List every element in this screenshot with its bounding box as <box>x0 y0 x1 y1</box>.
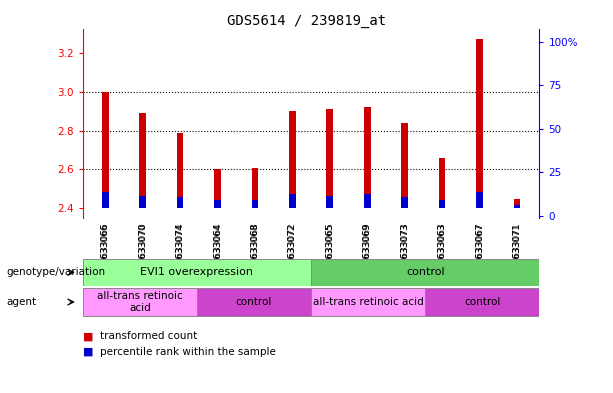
Text: GSM1633070: GSM1633070 <box>138 222 147 283</box>
Text: GSM1633072: GSM1633072 <box>288 222 297 283</box>
Text: transformed count: transformed count <box>100 331 197 342</box>
Bar <box>364 195 371 208</box>
Bar <box>476 192 483 208</box>
Bar <box>289 111 295 208</box>
Bar <box>102 92 109 208</box>
Bar <box>402 197 408 208</box>
Text: GSM1633074: GSM1633074 <box>175 223 185 284</box>
Bar <box>364 107 371 208</box>
Text: agent: agent <box>6 297 36 307</box>
Text: GSM1633067: GSM1633067 <box>475 223 484 284</box>
Bar <box>311 259 539 286</box>
Text: percentile rank within the sample: percentile rank within the sample <box>100 347 276 357</box>
Bar <box>139 113 146 208</box>
Text: GSM1633071: GSM1633071 <box>512 223 522 284</box>
Text: GSM1633064: GSM1633064 <box>213 223 222 284</box>
Bar <box>197 288 311 316</box>
Text: GSM1633069: GSM1633069 <box>363 222 371 283</box>
Text: GSM1633065: GSM1633065 <box>326 223 334 284</box>
Text: GSM1633068: GSM1633068 <box>251 223 259 284</box>
Text: GSM1633067: GSM1633067 <box>475 222 484 283</box>
Bar <box>311 288 425 316</box>
Text: GSM1633074: GSM1633074 <box>175 222 185 283</box>
Text: GSM1633073: GSM1633073 <box>400 222 409 283</box>
Text: GSM1633072: GSM1633072 <box>288 223 297 284</box>
Bar <box>214 200 221 208</box>
Bar <box>327 109 333 208</box>
Bar <box>425 288 539 316</box>
Bar <box>439 158 446 208</box>
Text: control: control <box>236 297 272 307</box>
Text: GSM1633071: GSM1633071 <box>512 222 522 283</box>
Text: GSM1633064: GSM1633064 <box>213 222 222 283</box>
Text: all-trans retinoic acid: all-trans retinoic acid <box>313 297 424 307</box>
Text: all-trans retinoic
acid: all-trans retinoic acid <box>97 291 183 313</box>
Bar <box>177 132 183 208</box>
Text: genotype/variation: genotype/variation <box>6 267 105 277</box>
Text: GSM1633073: GSM1633073 <box>400 223 409 284</box>
Text: GSM1633066: GSM1633066 <box>101 222 110 283</box>
Bar <box>402 123 408 208</box>
Text: GSM1633068: GSM1633068 <box>251 222 259 283</box>
Bar <box>83 259 311 286</box>
Bar <box>214 169 221 208</box>
Text: GDS5614 / 239819_at: GDS5614 / 239819_at <box>227 14 386 28</box>
Text: GSM1633063: GSM1633063 <box>438 223 447 284</box>
Bar <box>289 194 295 208</box>
Bar <box>251 167 258 208</box>
Text: ■: ■ <box>83 331 93 342</box>
Bar <box>83 288 197 316</box>
Text: GSM1633070: GSM1633070 <box>138 223 147 284</box>
Text: ■: ■ <box>83 347 93 357</box>
Text: control: control <box>406 267 444 277</box>
Bar <box>102 192 109 208</box>
Text: control: control <box>464 297 501 307</box>
Bar <box>139 196 146 208</box>
Bar <box>514 205 520 208</box>
Text: GSM1633063: GSM1633063 <box>438 222 447 283</box>
Bar <box>251 200 258 208</box>
Bar <box>327 196 333 208</box>
Bar <box>439 200 446 208</box>
Bar <box>514 199 520 208</box>
Text: EVI1 overexpression: EVI1 overexpression <box>140 267 253 277</box>
Bar <box>177 197 183 208</box>
Text: GSM1633065: GSM1633065 <box>326 222 334 283</box>
Text: GSM1633066: GSM1633066 <box>101 223 110 284</box>
Bar <box>476 39 483 208</box>
Text: GSM1633069: GSM1633069 <box>363 223 371 284</box>
